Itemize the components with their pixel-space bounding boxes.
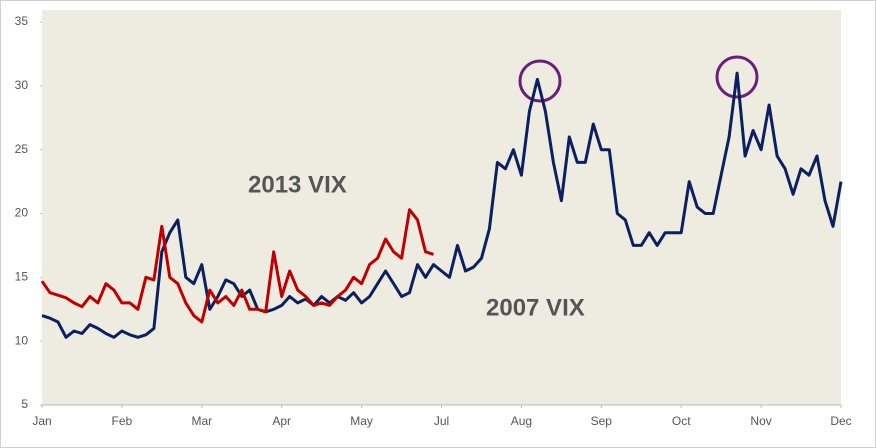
annotation: 2013 VIX bbox=[248, 171, 347, 198]
highlight-circle bbox=[518, 59, 562, 103]
x-tick-label: Oct bbox=[672, 414, 691, 428]
series-line bbox=[41, 71, 843, 339]
y-tick-label: 5 bbox=[21, 397, 28, 411]
x-tick-label: Apr bbox=[272, 414, 291, 428]
x-tick-label: Mar bbox=[191, 414, 212, 428]
y-tick-label: 15 bbox=[15, 270, 29, 284]
x-tick-label: Sep bbox=[591, 414, 613, 428]
y-tick-label: 20 bbox=[15, 206, 29, 220]
y-tick-label: 10 bbox=[15, 333, 29, 347]
x-tick-label: Dec bbox=[830, 414, 851, 428]
highlight-circle bbox=[715, 55, 759, 99]
series-line bbox=[40, 208, 434, 324]
x-tick-label: Aug bbox=[511, 414, 532, 428]
x-tick-label: Jul bbox=[434, 414, 449, 428]
x-tick-label: Jan bbox=[32, 414, 51, 428]
y-tick-label: 35 bbox=[15, 14, 29, 28]
x-tick-label: May bbox=[350, 414, 373, 428]
x-tick-label: Feb bbox=[112, 414, 133, 428]
annotation: 2007 VIX bbox=[486, 294, 585, 321]
plot-area bbox=[42, 10, 841, 405]
x-tick-label: Nov bbox=[750, 414, 771, 428]
y-tick-label: 30 bbox=[15, 78, 29, 92]
y-tick-label: 25 bbox=[15, 142, 29, 156]
